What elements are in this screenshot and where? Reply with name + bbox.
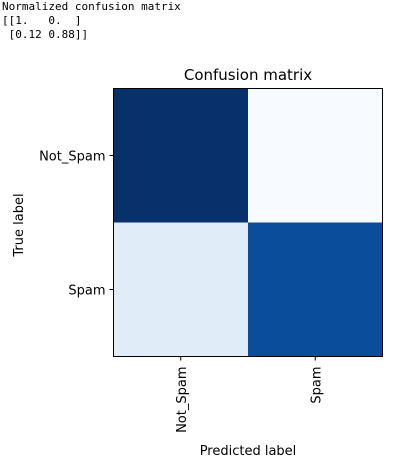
console-line: [[1. 0. ]	[2, 14, 82, 27]
y-axis-label: True label	[12, 193, 27, 257]
axis-ticks: Not_Spam Spam Not_Spam Spam	[39, 150, 324, 433]
chart-title: Confusion matrix	[184, 66, 312, 84]
y-tick-label: Spam	[68, 284, 105, 299]
heatmap-cells	[113, 88, 383, 357]
heatmap-cell	[248, 222, 383, 357]
heatmap-cell	[113, 222, 248, 357]
x-axis-label: Predicted label	[200, 444, 297, 459]
heatmap-cell	[248, 88, 383, 223]
heatmap-cell	[113, 88, 248, 223]
y-tick-label: Not_Spam	[39, 150, 105, 165]
console-line: Normalized confusion matrix	[2, 0, 181, 13]
x-tick-label: Not_Spam	[175, 367, 190, 433]
plot-frame	[113, 88, 383, 357]
x-tick-label: Spam	[309, 367, 324, 404]
console-output: Normalized confusion matrix [[1. 0. ] [0.…	[2, 0, 181, 42]
console-line: [0.12 0.88]]	[2, 28, 89, 41]
